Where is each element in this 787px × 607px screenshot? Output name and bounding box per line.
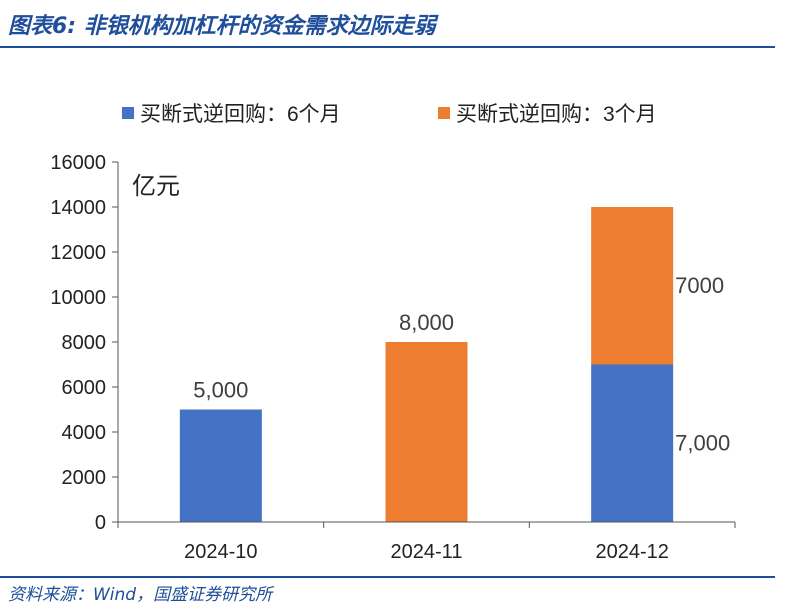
data-label: 7,000 [675, 430, 730, 455]
figure-title: 图表6: 非银机构加杠杆的资金需求边际走弱 [8, 14, 436, 39]
y-tick-label: 2000 [62, 467, 107, 489]
y-tick-label: 12000 [50, 242, 106, 264]
title-rule [0, 46, 775, 48]
bar-segment [385, 342, 468, 522]
source-note: 资料来源：Wind，国盛证券研究所 [8, 585, 273, 605]
legend-label: 买断式逆回购：3个月 [456, 103, 657, 126]
unit-label: 亿元 [132, 173, 180, 200]
y-axis: 0 2000 4000 6000 8000 10000 12000 14000 16000 [50, 152, 119, 534]
data-label: 8,000 [399, 310, 454, 335]
y-tick-label: 16000 [50, 152, 106, 174]
y-tick-label: 8000 [62, 332, 107, 354]
source-rule [0, 576, 775, 578]
legend-swatch [122, 107, 134, 119]
x-tick-label: 2024-11 [391, 541, 463, 563]
x-axis: 2024-10 2024-11 2024-12 [117, 521, 736, 563]
bar-segment [591, 364, 674, 522]
data-label: 5,000 [193, 378, 248, 403]
y-tick-label: 6000 [62, 377, 107, 399]
legend-swatch [438, 107, 450, 119]
x-tick-label: 2024-10 [184, 541, 257, 563]
bar-segment [179, 409, 262, 522]
y-tick-label: 14000 [50, 197, 106, 219]
chart-legend: 买断式逆回购：6个月 买断式逆回购：3个月 [122, 103, 657, 126]
bar-group: 5,000 8,000 7,000 7000 [179, 207, 730, 522]
data-label: 7000 [675, 273, 724, 298]
y-tick-label: 4000 [62, 422, 107, 444]
y-tick-label: 10000 [50, 287, 106, 309]
bar-segment [591, 207, 674, 365]
legend-label: 买断式逆回购：6个月 [140, 103, 341, 126]
stacked-bar-chart: 买断式逆回购：6个月 买断式逆回购：3个月 亿元 0 2000 4000 6000 800… [50, 103, 736, 563]
y-tick-label: 0 [95, 512, 106, 534]
x-tick-label: 2024-12 [595, 541, 668, 563]
